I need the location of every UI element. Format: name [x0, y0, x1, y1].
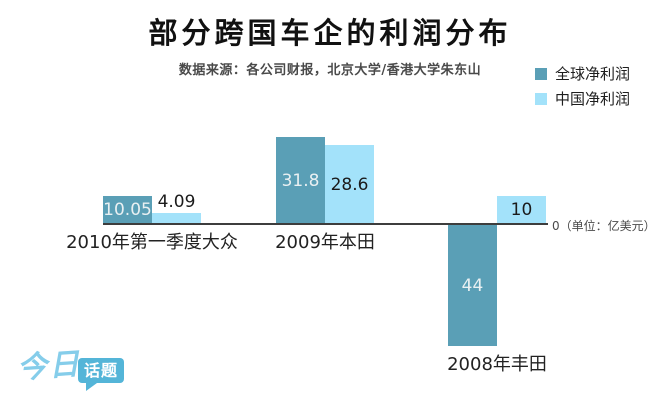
bar-china-1: [325, 145, 374, 224]
category-label-2: 2008年丰田: [447, 354, 547, 375]
legend-item-1: 中国净利润: [535, 91, 630, 107]
logo-badge: 话题: [78, 358, 125, 383]
data-source-subtitle: 数据来源：各公司财报，北京大学/香港大学朱东山: [178, 63, 482, 78]
legend-label: 中国净利润: [555, 90, 631, 108]
legend-swatch-icon: [535, 68, 547, 80]
category-label-1: 2009年本田: [275, 232, 375, 253]
bar-value-label: 4.09: [157, 192, 196, 212]
legend-item-0: 全球净利润: [535, 66, 630, 82]
category-label-0: 2010年第一季度大众: [66, 232, 238, 253]
bar-value-label: 44: [461, 275, 484, 296]
bar-china-2: [497, 196, 546, 224]
bar-china-0: [152, 213, 201, 224]
bar-value-label: 28.6: [330, 174, 369, 195]
x-axis-zero-line: [103, 223, 548, 225]
page-title: 部分跨国车企的利润分布: [148, 16, 512, 50]
bar-value-label: 31.8: [281, 170, 320, 191]
bar-global-2: [448, 225, 497, 346]
bar-global-1: [276, 137, 325, 224]
axis-zero-unit-label: 0（单位：亿美元）: [552, 219, 656, 233]
legend-swatch-icon: [535, 93, 547, 105]
speech-bubble-tail-icon: [86, 383, 97, 391]
bar-value-label: 10.05: [103, 200, 152, 220]
chart-legend: 全球净利润中国净利润: [535, 66, 630, 116]
bar-global-0: [103, 196, 152, 224]
logo-script-text: 今日: [15, 346, 83, 387]
legend-label: 全球净利润: [555, 65, 631, 83]
today-topic-logo: 今日 话题: [15, 346, 137, 395]
bar-value-label: 10: [510, 200, 533, 220]
